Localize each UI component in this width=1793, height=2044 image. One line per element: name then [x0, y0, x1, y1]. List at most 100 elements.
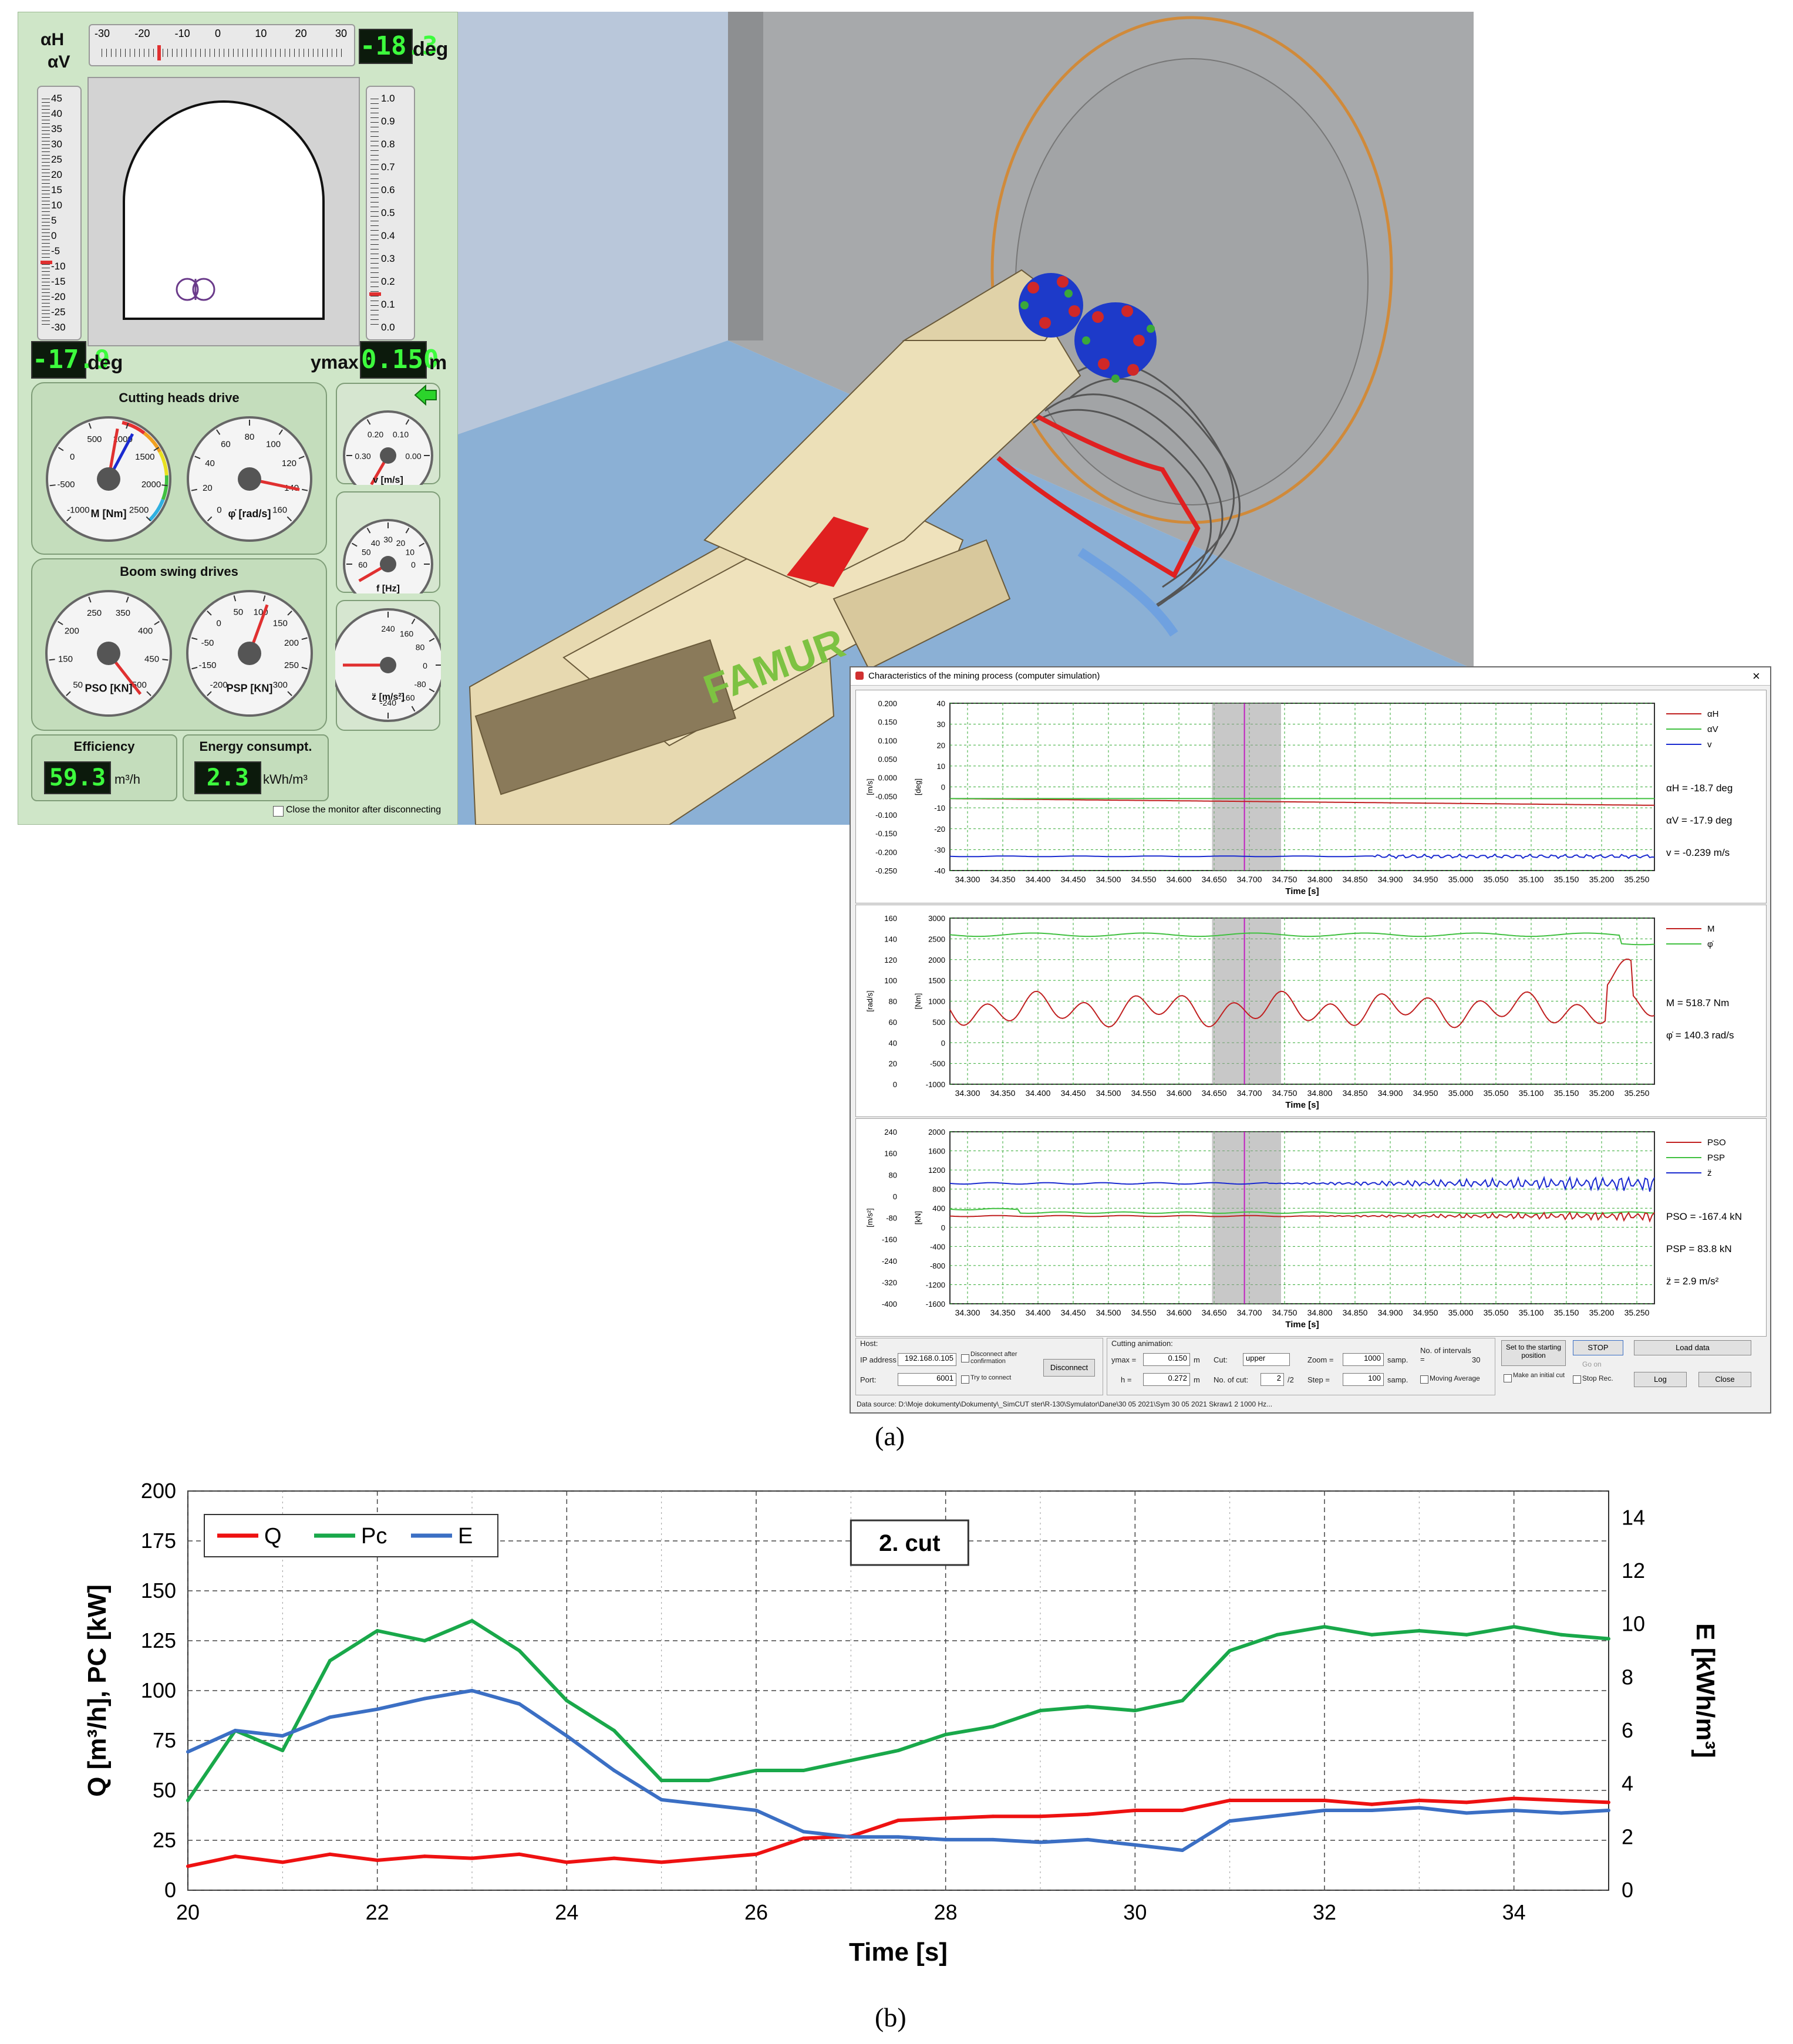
go-on-option[interactable]: Go on — [1582, 1360, 1602, 1368]
gauge-tick — [302, 488, 308, 491]
log-button[interactable]: Log — [1634, 1372, 1687, 1387]
y2-tick-label: 14 — [1622, 1505, 1645, 1529]
legend-label: PSP — [1707, 1153, 1725, 1163]
data-point-Q — [1133, 1809, 1137, 1812]
disconnect-button[interactable]: Disconnect — [1043, 1359, 1095, 1377]
y2-tick-label: 2 — [1622, 1824, 1633, 1849]
time-tick-label: 34.450 — [1061, 1308, 1086, 1317]
window-close-icon[interactable]: × — [1752, 669, 1760, 683]
left-tick-label: -240 — [882, 1257, 897, 1266]
zoom-input[interactable]: 1000 — [1343, 1353, 1384, 1366]
data-point-Pc — [707, 1779, 711, 1782]
time-tick-label: 34.950 — [1413, 1308, 1438, 1317]
gauge-hub — [97, 642, 120, 665]
no-of-cut-input[interactable]: 2 — [1261, 1373, 1284, 1386]
time-tick-label: 34.900 — [1378, 875, 1403, 884]
time-tick-label: 35.000 — [1448, 1308, 1474, 1317]
gauge-tick — [191, 488, 197, 491]
try-connect-checkbox[interactable] — [961, 1375, 969, 1384]
ymax-slider[interactable]: 1.0 0.9 0.8 0.7 0.6 0.5 0.4 0.3 0.2 0.1 0.0 — [366, 86, 415, 340]
right-tick-label: 0 — [941, 1038, 945, 1047]
gauge-tick — [154, 620, 160, 625]
trajectory-path — [985, 385, 1201, 579]
scale-label: -25 — [51, 306, 66, 318]
right-tick-label: 800 — [932, 1185, 945, 1194]
scale-label: 0.6 — [381, 184, 395, 195]
try-connect-label: Try to connect — [970, 1374, 1012, 1381]
cutting-heads-drive-group: Cutting heads drive -1000 -500 0 500 1000 150… — [31, 382, 327, 555]
efficiency-unit: m³/h — [114, 772, 140, 787]
gauge-tick — [126, 423, 129, 429]
port-input[interactable]: 6001 — [898, 1373, 956, 1386]
data-point-E — [754, 1809, 758, 1812]
right-tick-label: -1000 — [926, 1080, 945, 1089]
boom-swing-drives-group: Boom swing drives 50 150 200 250 350 400 450 50… — [31, 558, 327, 731]
close-button[interactable]: Close — [1698, 1372, 1751, 1387]
time-tick-label: 34.350 — [990, 875, 1016, 884]
time-tick-label: 34.500 — [1096, 875, 1121, 884]
readout-value: αV = -17.9 deg — [1666, 815, 1732, 826]
disconnect-after-checkbox[interactable] — [961, 1354, 969, 1362]
initial-cut-checkbox[interactable] — [1504, 1374, 1512, 1382]
gauge-tick-label: 0.00 — [405, 451, 421, 461]
data-point-Q — [470, 1856, 474, 1860]
alpha-v-unit: deg — [87, 352, 123, 374]
data-point-E — [943, 1837, 948, 1841]
anim-h-input[interactable]: 0.272 — [1143, 1373, 1190, 1386]
x-tick-label: 34 — [1502, 1900, 1526, 1924]
time-tick-label: 35.200 — [1589, 1088, 1615, 1098]
data-point-E — [233, 1729, 237, 1732]
data-point-E — [565, 1734, 569, 1738]
set-start-button[interactable]: Set to the starting position — [1501, 1340, 1566, 1366]
close-monitor-checkbox[interactable] — [273, 806, 284, 817]
scale-label: -15 — [51, 276, 66, 287]
gauge-tick — [301, 666, 308, 670]
time-tick-label: 34.600 — [1167, 1088, 1192, 1098]
scale-label: 20 — [51, 169, 62, 180]
load-data-button[interactable]: Load data — [1634, 1340, 1751, 1355]
gauge-tick — [207, 610, 212, 616]
stop-button[interactable]: STOP — [1573, 1340, 1623, 1355]
data-point-Pc — [801, 1769, 805, 1772]
connection-arrow-icon[interactable] — [413, 383, 439, 407]
data-point-E — [897, 1835, 900, 1839]
y2-tick-label: 0 — [1622, 1878, 1633, 1902]
ymax-ticks — [370, 99, 379, 328]
scale-label: -30 — [95, 28, 110, 39]
alpha-h-slider[interactable]: -30 -20 -10 0 10 20 30 — [89, 24, 355, 66]
left-unit-label: [m/s²] — [865, 1208, 874, 1227]
left-tick-label: -320 — [882, 1278, 897, 1287]
legend-label: φ̇ — [1707, 939, 1714, 949]
alpha-v-slider[interactable]: 45 40 35 30 25 20 15 10 5 0 -5 -10 -15 -20 -25 -30 — [37, 86, 82, 340]
gauge-tick — [419, 542, 424, 547]
energy-display: 2.3 — [194, 761, 261, 794]
data-point-E — [1086, 1837, 1090, 1841]
ip-input[interactable]: 192.168.0.105 — [898, 1353, 956, 1366]
gauge-tick — [216, 429, 221, 435]
cut-select[interactable]: upper — [1243, 1353, 1290, 1366]
plot-area — [949, 1131, 1655, 1304]
gauge-tick — [366, 419, 371, 425]
gauge-hub — [238, 642, 261, 665]
anim-h-label: h = — [1121, 1375, 1132, 1384]
time-tick-label: 34.550 — [1131, 1088, 1157, 1098]
legend-label: Q — [264, 1524, 282, 1549]
time-tick-label: 34.850 — [1343, 875, 1368, 884]
data-point-Q — [1181, 1809, 1184, 1812]
anim-ymax-input[interactable]: 0.150 — [1143, 1353, 1190, 1366]
moving-average-checkbox[interactable] — [1420, 1375, 1428, 1384]
gauge-tick — [262, 595, 266, 602]
stop-rec-checkbox[interactable] — [1573, 1375, 1581, 1384]
time-tick-label: 34.750 — [1272, 875, 1297, 884]
gauge-hub — [97, 467, 120, 491]
time-tick-label: 35.250 — [1625, 1308, 1650, 1317]
y-tick-label: 0 — [164, 1878, 176, 1902]
step-input[interactable]: 100 — [1343, 1373, 1384, 1386]
alpha-h-display: -18.3 — [359, 29, 437, 64]
right-tick-label: 10 — [937, 762, 945, 771]
caption-b: (b) — [875, 2002, 906, 2032]
moment-speed-plot: 34.300 34.350 34.400 34.450 34.500 34.550 34.6… — [865, 914, 1734, 1110]
gauge-hub — [238, 467, 261, 491]
annotation-box — [850, 1519, 969, 1566]
gauge-tick — [429, 688, 435, 693]
